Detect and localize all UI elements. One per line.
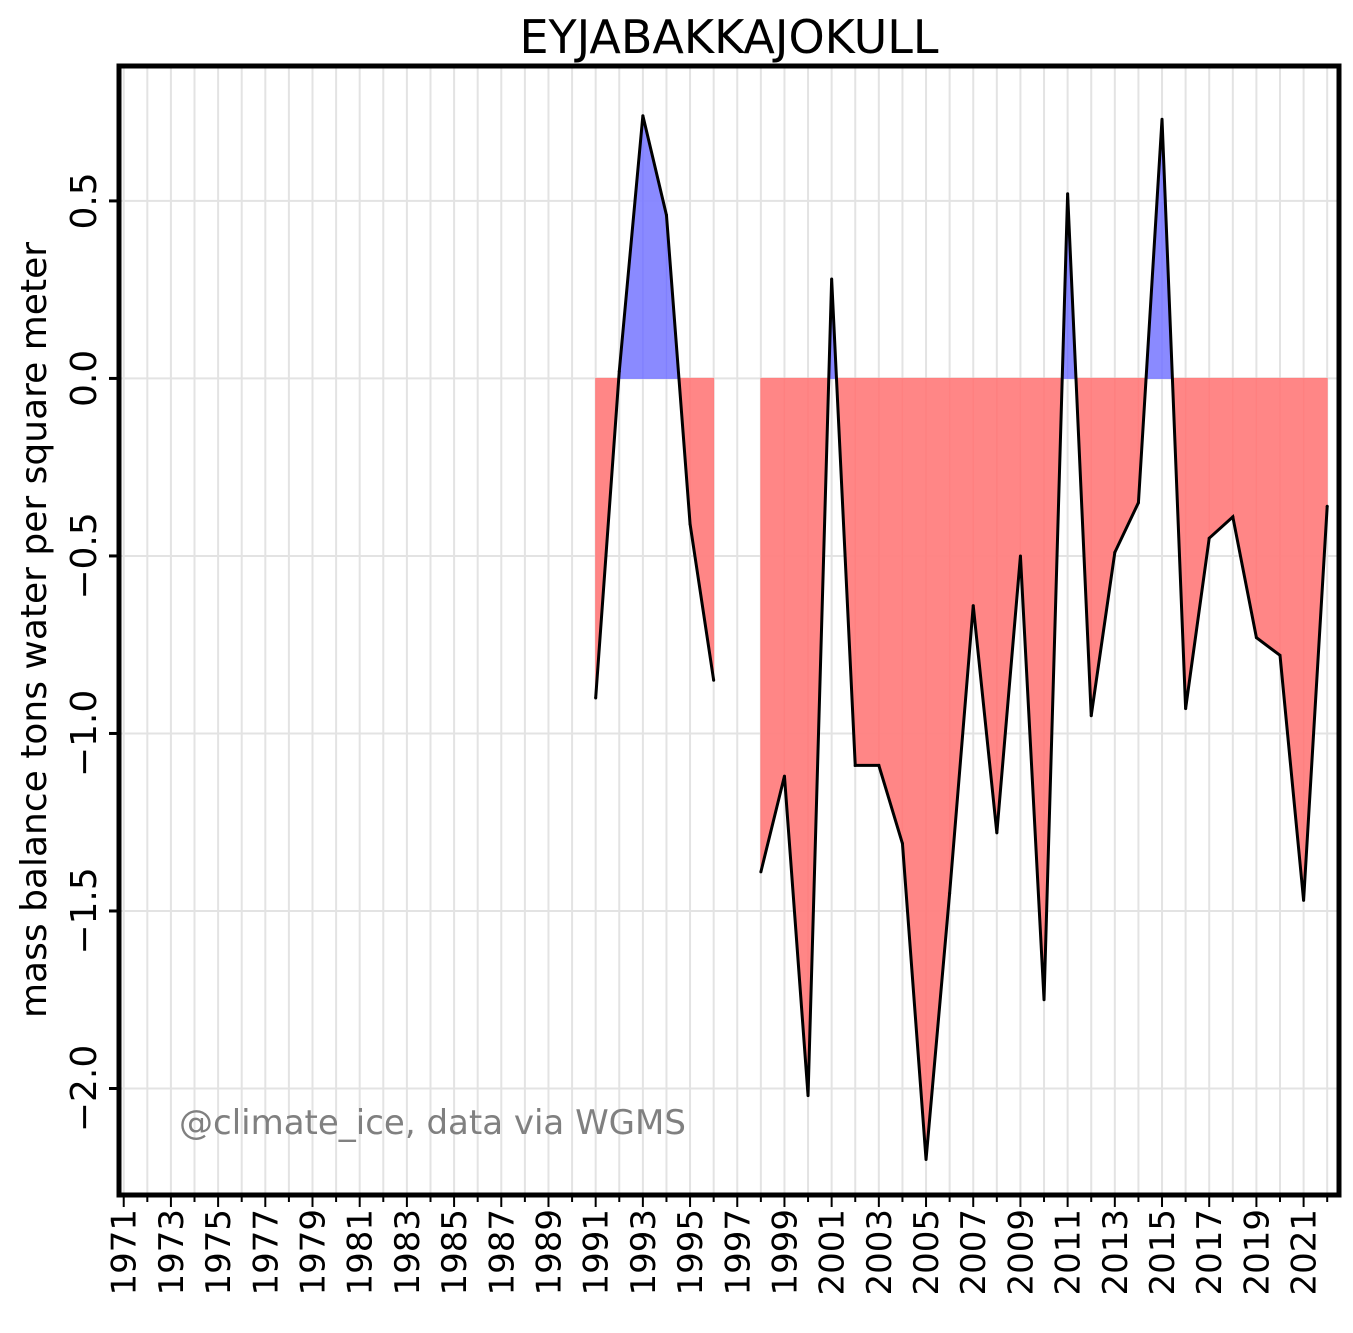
x-tick-label: 2015 (1143, 1209, 1183, 1296)
grid (119, 66, 1339, 1195)
data-point (877, 763, 881, 767)
negative-balance-area (972, 377, 998, 833)
y-tick-label: 0.5 (64, 172, 105, 229)
x-tick-label: 2019 (1237, 1209, 1277, 1296)
x-tick-label: 2001 (813, 1209, 853, 1296)
x-tick-label: 1981 (341, 1209, 381, 1296)
x-tick-label: 1983 (388, 1209, 428, 1296)
data-point (1278, 653, 1282, 657)
y-axis-label: mass balance tons water per square meter (14, 242, 55, 1018)
x-tick-label: 1991 (577, 1209, 617, 1296)
x-tick-label: 1995 (671, 1209, 711, 1296)
area-fills (595, 115, 1328, 1160)
data-point (1254, 636, 1258, 640)
x-tick-label: 1989 (529, 1209, 569, 1296)
x-tick-label: 1997 (718, 1209, 758, 1296)
negative-balance-area (783, 377, 809, 1096)
x-tick-label: 2013 (1096, 1209, 1136, 1296)
data-point (759, 870, 763, 874)
x-tick-label: 1979 (294, 1209, 334, 1296)
y-tick-label: 0.0 (64, 350, 105, 407)
plot-frame (116, 63, 1342, 1198)
x-tick-label: 2003 (860, 1209, 900, 1296)
negative-balance-area (1185, 377, 1210, 709)
x-tick-label: 1975 (199, 1209, 239, 1296)
x-tick-label: 1971 (105, 1209, 145, 1296)
negative-balance-area (1232, 377, 1257, 638)
x-tick-label: 2007 (954, 1209, 994, 1296)
x-tick-label: 2005 (907, 1209, 947, 1296)
data-point (1325, 504, 1329, 508)
x-axis: 1971 1973 1975 1977 1979 1981 1983 1985 1987 1989… (105, 1195, 1329, 1296)
y-tick-label: −2.0 (64, 1045, 105, 1132)
data-point (995, 831, 999, 835)
data-point (688, 522, 692, 526)
x-tick-label: 2017 (1190, 1209, 1230, 1296)
data-point (782, 774, 786, 778)
positive-balance-area (642, 115, 667, 379)
data-point (830, 277, 834, 281)
chart-title: EYJABAKKAJOKULL (519, 10, 938, 64)
data-point (924, 1157, 928, 1161)
negative-balance-area (1090, 377, 1116, 716)
negative-balance-area (1279, 377, 1305, 901)
negative-balance-area (1255, 377, 1281, 657)
data-point (1136, 501, 1140, 505)
data-point (1042, 998, 1046, 1002)
series-lines (594, 114, 1329, 1161)
y-axis: −2.0 −1.5 −1.0 −0.5 0.0 0.5 (64, 172, 119, 1132)
negative-balance-area (689, 377, 715, 681)
data-point (1207, 536, 1211, 540)
data-point (1066, 192, 1070, 196)
data-point (594, 696, 598, 700)
data-point (1089, 714, 1093, 718)
data-point (1231, 515, 1235, 519)
negative-balance-area (854, 377, 880, 766)
negative-balance-area (901, 377, 927, 1160)
negative-balance-area (760, 377, 785, 873)
negative-balance-area (1208, 377, 1234, 540)
data-point (1160, 117, 1164, 121)
data-point (641, 114, 645, 118)
data-point (617, 369, 621, 373)
data-point (1113, 550, 1117, 554)
x-tick-label: 1999 (765, 1209, 805, 1296)
data-point (1184, 707, 1188, 711)
x-tick-label: 1987 (482, 1209, 522, 1296)
data-point (1302, 898, 1306, 902)
x-tick-label: 1973 (152, 1209, 192, 1296)
data-point (712, 678, 716, 682)
x-tick-label: 1985 (435, 1209, 475, 1296)
y-tick-label: −0.5 (64, 512, 105, 599)
x-tick-label: 2021 (1285, 1209, 1325, 1296)
data-point (948, 891, 952, 895)
x-tick-label: 1993 (624, 1209, 664, 1296)
x-tick-label: 2011 (1049, 1209, 1089, 1296)
mass-balance-line (594, 115, 716, 699)
data-point (900, 842, 904, 846)
y-tick-label: −1.0 (64, 690, 105, 777)
data-point (853, 763, 857, 767)
y-tick-label: −1.5 (64, 867, 105, 954)
x-tick-label: 1977 (246, 1209, 286, 1296)
data-point (806, 1094, 810, 1098)
data-point (971, 604, 975, 608)
watermark-annotation: @climate_ice, data via WGMS (179, 1103, 686, 1143)
data-point (664, 213, 668, 217)
x-tick-label: 2009 (1001, 1209, 1041, 1296)
data-point (1018, 554, 1022, 558)
